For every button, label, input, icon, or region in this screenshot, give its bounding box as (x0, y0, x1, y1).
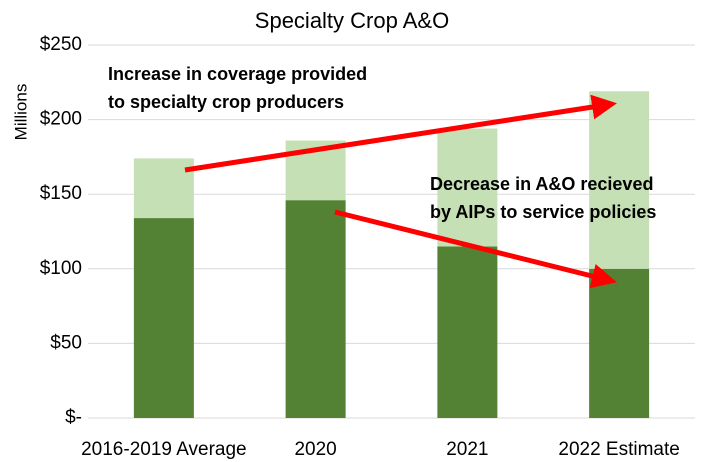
bar-segment (589, 91, 650, 269)
arrow (334, 209, 617, 289)
y-axis-label: Millions (11, 84, 30, 141)
bar-segment (285, 200, 346, 418)
y-tick-label: $100 (40, 258, 82, 279)
x-tick-label: 2021 (446, 439, 488, 460)
bar-segment (437, 246, 498, 418)
bar-segment (437, 128, 498, 247)
y-tick-label: $50 (50, 332, 82, 353)
x-tick-label: 2016-2019 Average (81, 439, 247, 460)
arrow (184, 94, 617, 173)
y-tick-label: $250 (40, 34, 82, 55)
y-tick-label: $150 (40, 183, 82, 204)
annotation: by AIPs to service policies (430, 202, 656, 222)
x-tick-label: 2020 (294, 439, 336, 460)
chart-title: Specialty Crop A&O (255, 8, 449, 33)
x-tick-label: 2022 Estimate (558, 439, 679, 460)
bar-segment (589, 268, 650, 418)
y-tick-label: $200 (40, 109, 82, 130)
annotation: Decrease in A&O recieved (430, 174, 653, 194)
annotation: to specialty crop producers (108, 92, 344, 112)
bar-segment (133, 158, 194, 219)
y-tick-label: $- (65, 407, 82, 428)
annotation: Increase in coverage provided (108, 64, 367, 84)
bar-segment (133, 218, 194, 418)
